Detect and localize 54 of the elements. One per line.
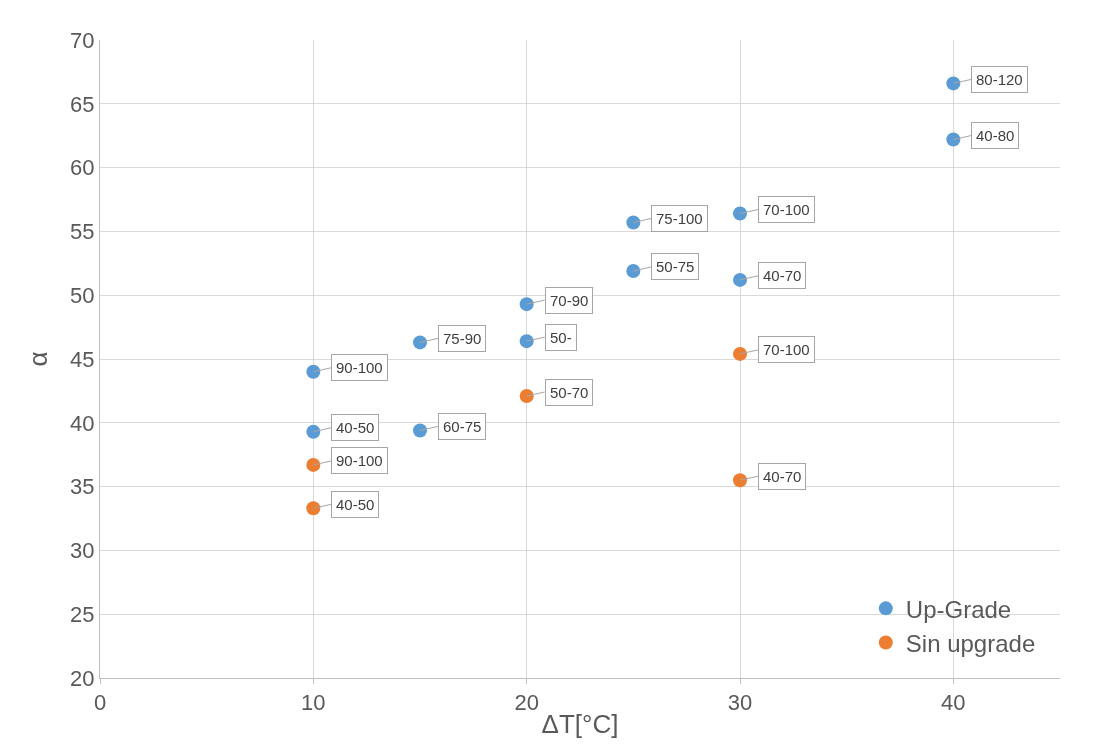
x-tick-label: 40	[941, 690, 966, 716]
x-axis-title: ΔT[°C]	[541, 709, 619, 740]
point	[306, 424, 321, 439]
annotation: 60-75	[443, 418, 482, 435]
point	[733, 272, 747, 287]
annotation: 50-70	[550, 384, 589, 401]
y-tick-label: 65	[70, 91, 95, 117]
point	[519, 389, 534, 403]
point	[733, 206, 747, 221]
annotation: 75-100	[656, 210, 703, 227]
point	[733, 346, 747, 361]
y-tick-label: 45	[70, 346, 95, 372]
annotation: 90-100	[336, 359, 383, 376]
x-tick-label: 30	[727, 690, 753, 716]
point	[413, 335, 427, 350]
legend-label: Up-Grade	[905, 595, 1012, 623]
point	[306, 457, 321, 472]
annotation: 50-75	[656, 258, 695, 275]
annotation: 40-70	[763, 267, 802, 284]
legend-label: Sin upgrade	[905, 629, 1036, 657]
y-tick-label: 55	[70, 219, 95, 245]
annotation: 40-50	[336, 419, 375, 436]
point	[626, 263, 641, 278]
annotation: 70-90	[550, 292, 589, 309]
x-tick-label: 20	[514, 690, 539, 716]
y-tick-label: 25	[70, 601, 95, 627]
annotation: 50-	[550, 329, 572, 346]
y-tick-label: 20	[70, 665, 95, 691]
annotation: 90-100	[336, 452, 383, 469]
point	[946, 132, 961, 147]
y-tick-label: 60	[70, 155, 95, 181]
y-tick-label: 40	[70, 410, 95, 436]
annotation: 80-120	[976, 71, 1023, 88]
point	[413, 423, 427, 438]
annotation: 75-90	[443, 330, 482, 347]
point	[946, 76, 961, 91]
point	[519, 297, 534, 312]
x-tick-label: 10	[301, 690, 326, 716]
annotation: 40-50	[336, 496, 375, 513]
y-tick-label: 30	[70, 538, 95, 564]
y-tick-label: 50	[70, 282, 95, 308]
x-tick-label: 0	[93, 690, 107, 716]
point	[733, 473, 747, 488]
annotation: 70-100	[763, 341, 810, 358]
y-axis-title: α	[22, 351, 53, 367]
annotation: 40-80	[976, 127, 1015, 144]
y-tick-label: 70	[70, 27, 95, 53]
point	[626, 215, 641, 230]
point	[306, 501, 321, 516]
annotation: 40-70	[763, 468, 802, 485]
point	[306, 364, 321, 379]
point	[519, 334, 534, 349]
y-tick-label: 35	[70, 474, 95, 500]
annotation: 70-100	[763, 201, 810, 218]
